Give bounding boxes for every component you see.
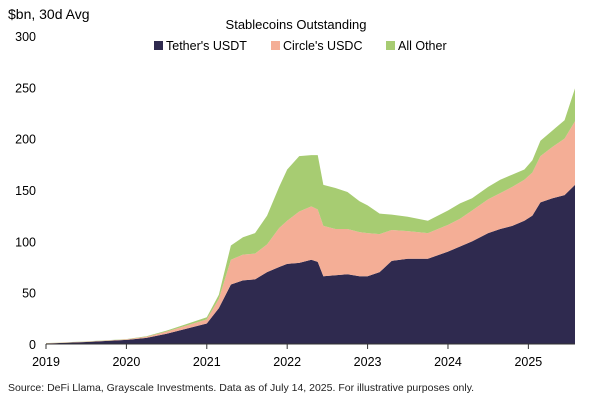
area-series-0 — [46, 184, 575, 344]
y-tick-label: 0 — [29, 338, 36, 352]
x-tick-label: 2024 — [434, 355, 462, 369]
y-tick-label: 100 — [15, 235, 36, 249]
x-tick-label: 2025 — [514, 355, 542, 369]
y-tick-label: 150 — [15, 184, 36, 198]
y-tick-label: 300 — [15, 30, 36, 44]
chart-title: Stablecoins Outstanding — [226, 17, 367, 32]
y-axis-label: $bn, 30d Avg — [8, 6, 89, 22]
x-tick-label: 2020 — [112, 355, 140, 369]
y-tick-label: 200 — [15, 133, 36, 147]
legend-item-usdt: Tether's USDT — [154, 39, 247, 53]
legend-label-usdt: Tether's USDT — [166, 39, 247, 53]
y-axis: 0 50 100 150 200 250 300 — [15, 30, 36, 352]
y-tick-label: 50 — [22, 287, 36, 301]
y-tick-label: 250 — [15, 81, 36, 95]
legend-swatch-usdc — [271, 41, 280, 50]
legend: Tether's USDT Circle's USDC All Other — [154, 39, 447, 53]
x-tick-label: 2023 — [354, 355, 382, 369]
legend-label-usdc: Circle's USDC — [283, 39, 362, 53]
x-tick-label: 2021 — [193, 355, 221, 369]
x-axis: 2019 2020 2021 2022 2023 2024 2025 — [32, 344, 542, 369]
legend-swatch-other — [386, 41, 395, 50]
x-tick-label: 2019 — [32, 355, 60, 369]
legend-item-usdc: Circle's USDC — [271, 39, 362, 53]
legend-label-other: All Other — [398, 39, 447, 53]
area-series-1 — [46, 121, 575, 344]
stacked-areas — [46, 88, 575, 344]
legend-swatch-usdt — [154, 41, 163, 50]
x-tick-label: 2022 — [273, 355, 301, 369]
source-note: Source: DeFi Llama, Grayscale Investment… — [8, 382, 475, 394]
legend-item-other: All Other — [386, 39, 447, 53]
